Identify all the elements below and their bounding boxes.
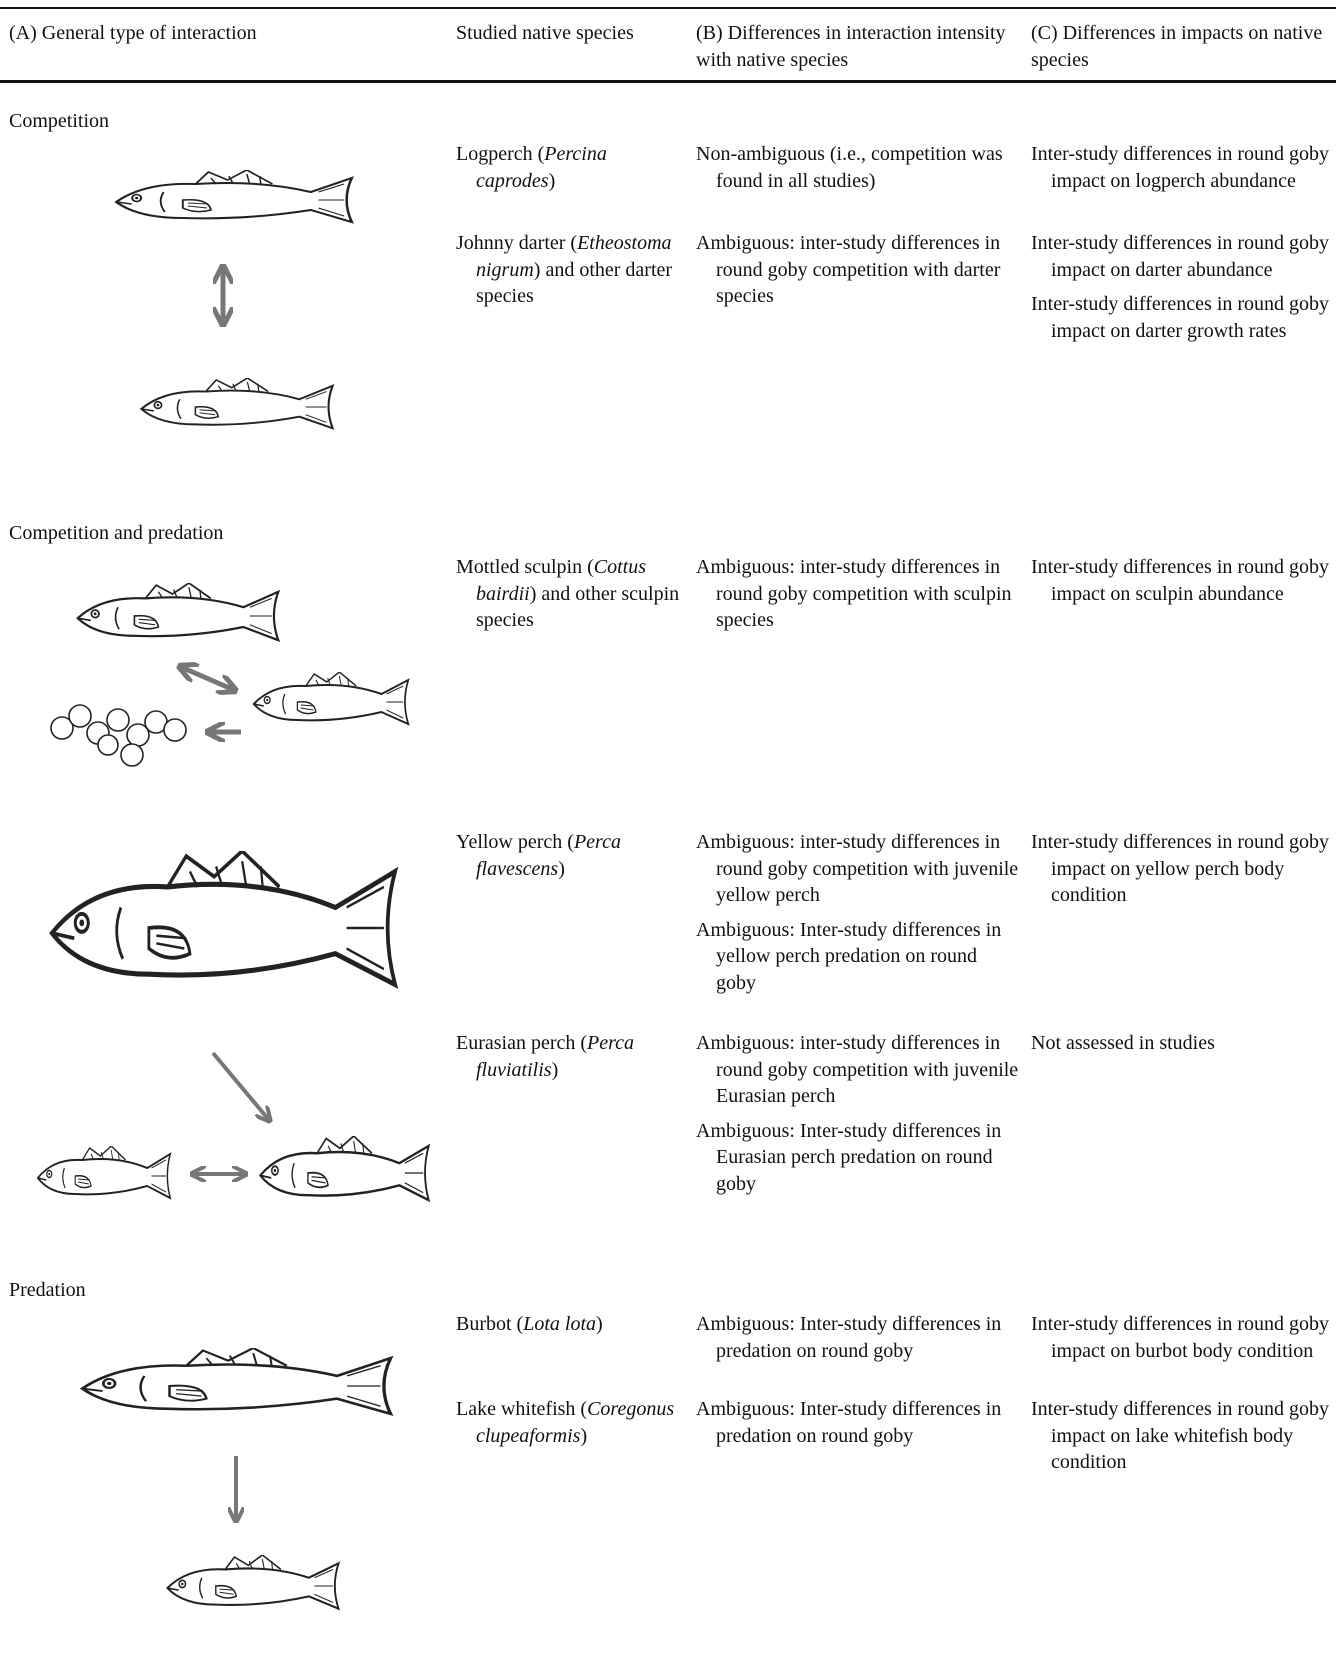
interaction-cell: Ambiguous: inter-study differences in ro… [696, 554, 1021, 642]
interaction-cell: Non-ambiguous (i.e., competition was fou… [696, 141, 1021, 202]
common-name: ) [558, 857, 565, 880]
impacts-item: Not assessed in studies [1031, 1032, 1215, 1054]
species-name: Burbot (Lota lota) [456, 1311, 688, 1338]
impacts-item: Inter-study differences in round goby im… [1031, 232, 1330, 281]
interaction-item: Ambiguous: inter-study differences in ro… [696, 831, 1019, 906]
group-title: Predation [9, 1279, 86, 1301]
eggs-drawing [50, 704, 187, 767]
impacts-item: Inter-study differences in round goby im… [1031, 1398, 1330, 1473]
species-cell: Yellow perch (Perca flavescens) [456, 829, 688, 890]
common-name: Johnny darter ( [456, 232, 578, 254]
common-name: Lake whitefish ( [456, 1398, 588, 1420]
impacts-cell: Inter-study differences in round goby im… [1031, 1396, 1333, 1484]
scientific-name: Percina caprodes [476, 143, 607, 192]
interaction-item: Non-ambiguous (i.e., competition was fou… [696, 143, 1003, 192]
header-cell: (B) Differences in interaction intensity… [696, 22, 1006, 71]
interaction-item: Ambiguous: Inter-study differences in pr… [696, 1398, 1002, 1447]
species-cell: Burbot (Lota lota) [456, 1311, 688, 1346]
common-name: Eurasian perch ( [456, 1032, 588, 1054]
goby-drawing [252, 672, 410, 725]
interaction-cell: Ambiguous: Inter-study differences in pr… [696, 1396, 1021, 1457]
common-name: Mottled sculpin ( [456, 556, 594, 578]
species-name: Mottled sculpin (Cottus bairdii) and oth… [456, 554, 688, 634]
impacts-cell: Inter-study differences in round goby im… [1031, 554, 1333, 615]
species-cell: Eurasian perch (Perca fluviatilis) [456, 1030, 688, 1091]
impacts-cell: Inter-study differences in round goby im… [1031, 1311, 1333, 1372]
common-name: ) [551, 1058, 559, 1081]
interaction-item: Ambiguous: inter-study differences in ro… [696, 232, 1001, 307]
juvenile-perch-drawing [36, 1146, 172, 1199]
species-cell: Lake whitefish (Coregonus clupeaformis) [456, 1396, 688, 1457]
impacts-item: Inter-study differences in round goby im… [1031, 556, 1330, 605]
sculpin-drawing [76, 583, 280, 642]
interaction-cell: Ambiguous: Inter-study differences in pr… [696, 1311, 1021, 1372]
species-name: Yellow perch (Perca flavescens) [456, 829, 688, 882]
species-name: Johnny darter (Etheostoma nigrum) and ot… [456, 230, 688, 310]
scientific-name: Perca flavescens [476, 831, 621, 880]
species-name: Lake whitefish (Coregonus clupeaformis) [456, 1396, 688, 1449]
common-name: ) and other sculpin species [476, 582, 680, 632]
impacts-cell: Not assessed in studies [1031, 1030, 1333, 1065]
interaction-item: Ambiguous: Inter-study differences in ye… [696, 918, 1002, 994]
interaction-item: Ambiguous: inter-study differences in ro… [696, 556, 1012, 631]
impacts-cell: Inter-study differences in round goby im… [1031, 141, 1333, 202]
impacts-item: Inter-study differences in round goby im… [1031, 1313, 1330, 1362]
interaction-item: Ambiguous: inter-study differences in ro… [696, 1032, 1019, 1107]
interaction-item: Ambiguous: Inter-study differences in pr… [696, 1313, 1002, 1362]
scientific-name: Lota lota [523, 1313, 597, 1335]
header-rule [0, 80, 1336, 83]
species-name: Eurasian perch (Perca fluviatilis) [456, 1030, 688, 1083]
species-cell: Logperch (Percina caprodes) [456, 141, 688, 202]
scientific-name: Etheostoma nigrum [476, 232, 672, 281]
header-cell: Studied native species [456, 22, 634, 44]
group-title: Competition and predation [9, 522, 224, 544]
common-name: ) and other darter species [476, 258, 673, 308]
scientific-name: Cottus bairdii [476, 556, 647, 605]
impacts-cell: Inter-study differences in round goby im… [1031, 230, 1333, 352]
species-cell: Johnny darter (Etheostoma nigrum) and ot… [456, 230, 688, 318]
common-name: ) [596, 1313, 603, 1335]
common-name: ) [580, 1424, 588, 1447]
common-name: Burbot ( [456, 1313, 524, 1335]
goby-drawing [259, 1136, 430, 1202]
header-cell: (C) Differences in impacts on native spe… [1031, 22, 1323, 71]
top-rule [0, 7, 1336, 9]
header-cell: (A) General type of interaction [9, 22, 257, 44]
scientific-name: Perca fluviatilis [476, 1032, 635, 1081]
common-name: Logperch ( [456, 143, 545, 165]
burbot-drawing [80, 1348, 393, 1416]
arrow [211, 1051, 269, 1120]
perch-drawing [52, 851, 395, 984]
impacts-cell: Inter-study differences in round goby im… [1031, 829, 1333, 917]
interaction-cell: Ambiguous: inter-study differences in ro… [696, 1030, 1021, 1205]
logperch-drawing [114, 170, 354, 224]
impacts-item: Inter-study differences in round goby im… [1031, 293, 1330, 342]
species-name: Logperch (Percina caprodes) [456, 141, 688, 194]
common-name: ) [548, 169, 556, 192]
common-name: Yellow perch ( [456, 831, 574, 853]
species-cell: Mottled sculpin (Cottus bairdii) and oth… [456, 554, 688, 642]
interaction-item: Ambiguous: Inter-study differences in Eu… [696, 1119, 1002, 1195]
impacts-item: Inter-study differences in round goby im… [1031, 831, 1330, 906]
scientific-name: Coregonus clupeaformis [476, 1398, 675, 1447]
impacts-item: Inter-study differences in round goby im… [1031, 143, 1330, 192]
arrow [181, 667, 234, 690]
goby-drawing [166, 1555, 340, 1610]
interaction-cell: Ambiguous: inter-study differences in ro… [696, 829, 1021, 1004]
group-title: Competition [9, 110, 109, 132]
goby-drawing [140, 378, 334, 430]
interaction-cell: Ambiguous: inter-study differences in ro… [696, 230, 1021, 318]
